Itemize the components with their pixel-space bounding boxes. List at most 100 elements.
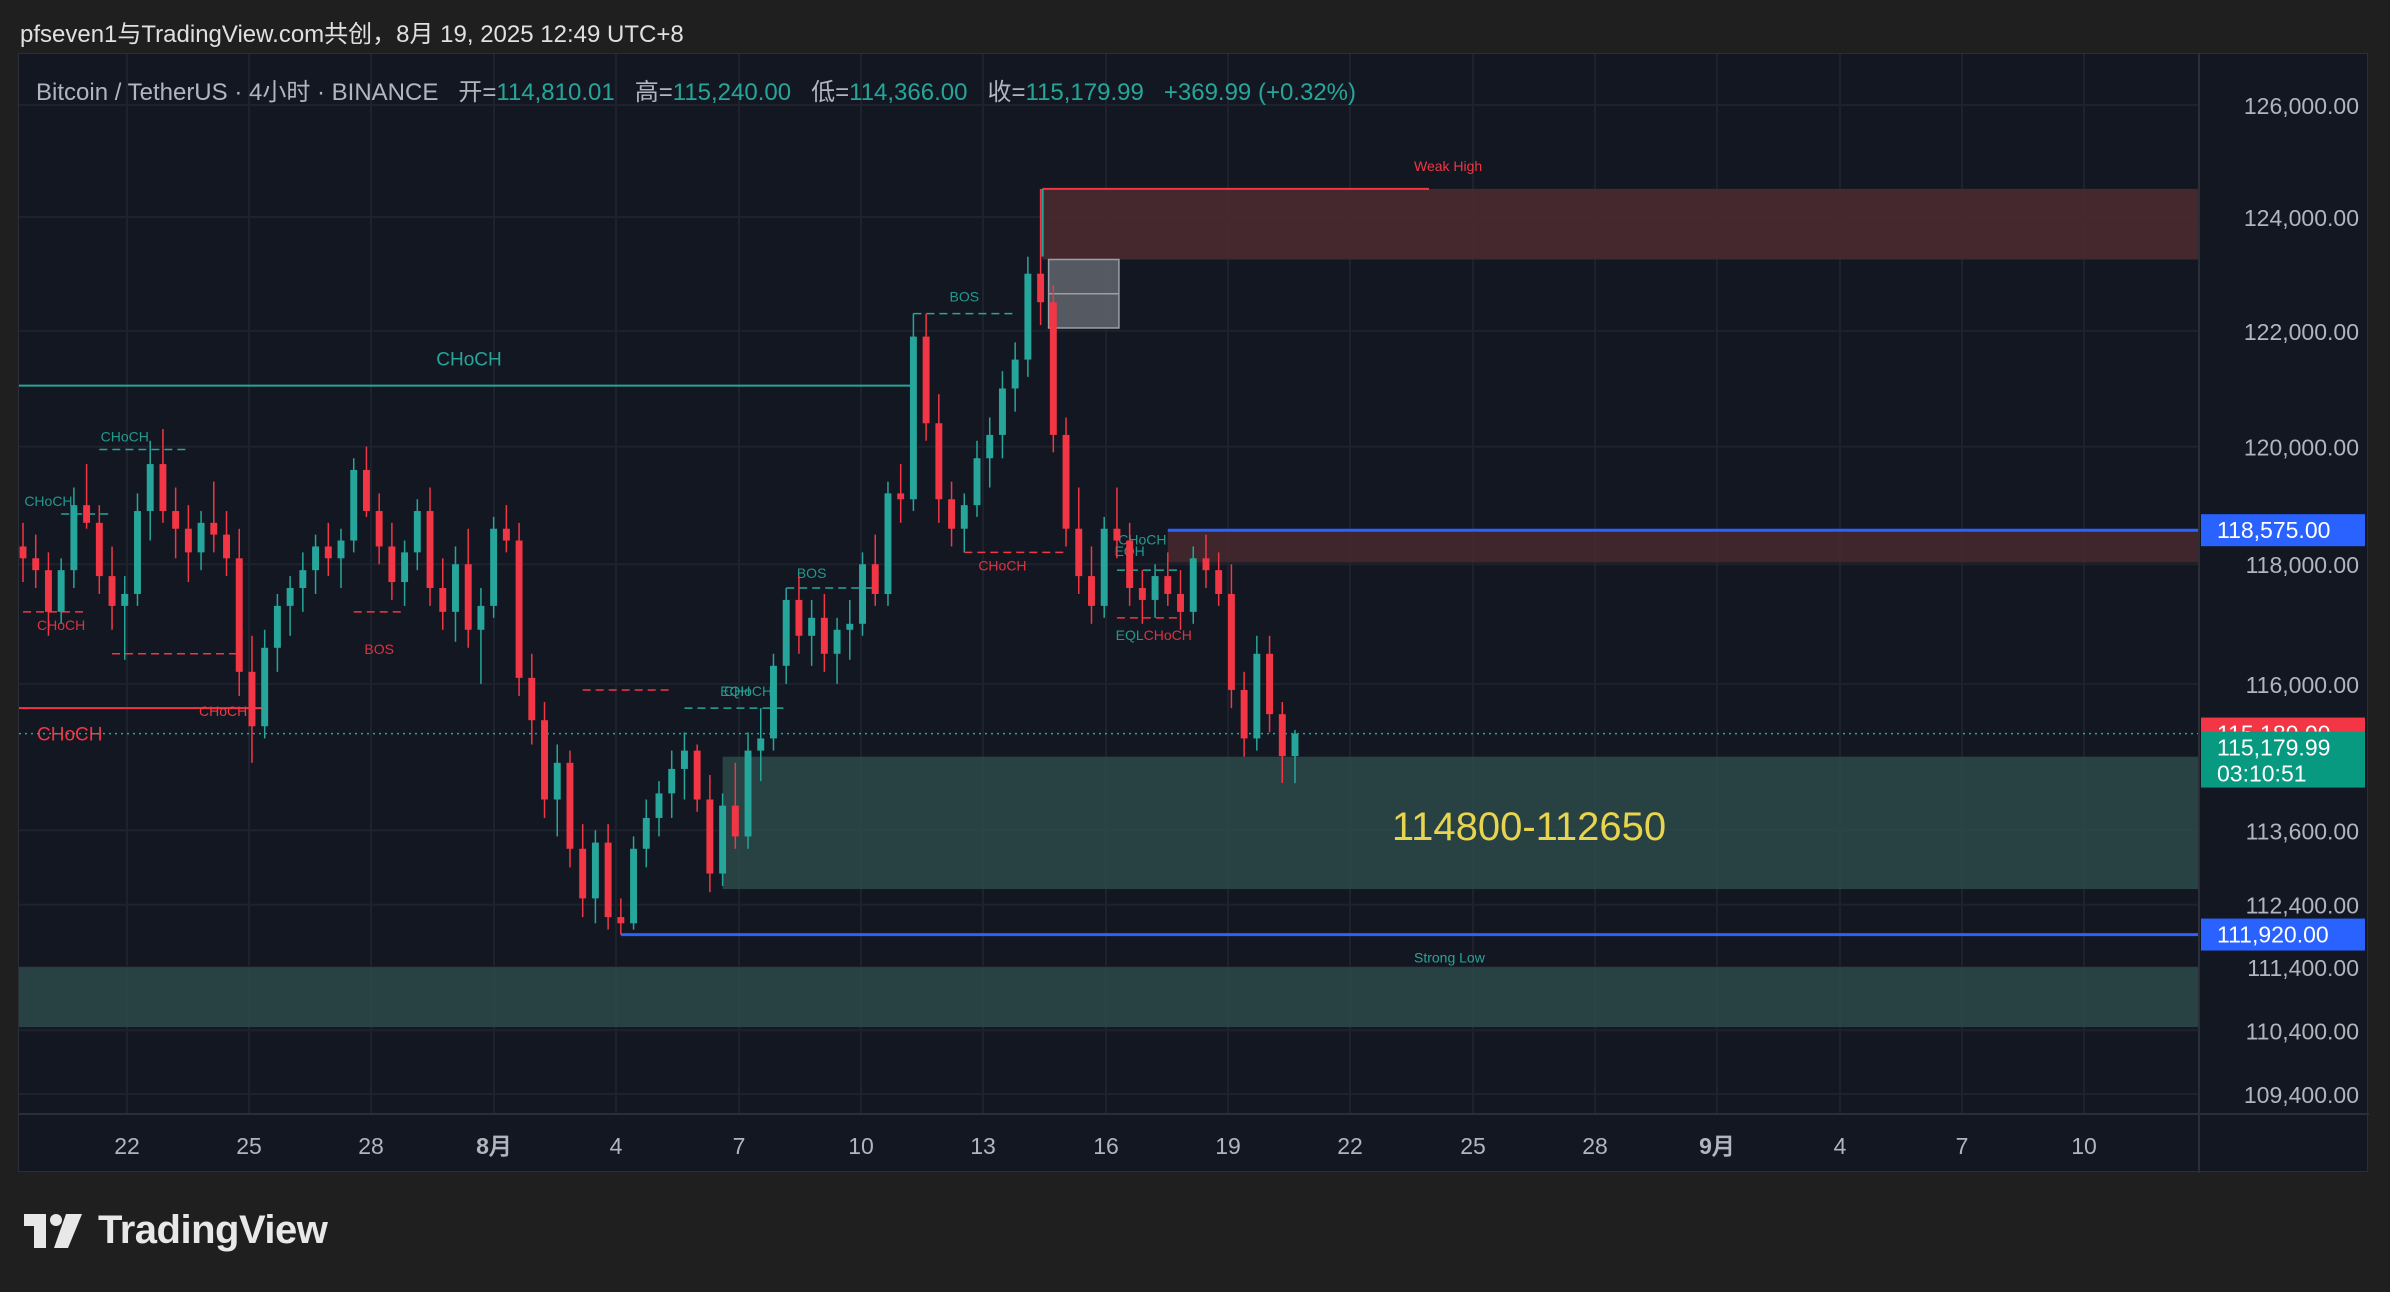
x-tick-label: 25 (1460, 1133, 1486, 1159)
candle-body (668, 768, 676, 794)
legend-low-label: 低= (811, 79, 850, 106)
chart-caption: pfseven1与TradingView.com共创，8月 19, 2025 1… (20, 21, 684, 48)
candle-body (44, 570, 52, 612)
candle-body (744, 750, 752, 837)
structure-label-eqh: EQH (720, 683, 750, 699)
candle-body (680, 750, 688, 769)
symbol-legend: Bitcoin / TetherUS · 4小时 · BINANCE 开=114… (36, 72, 1356, 107)
candle-body (452, 564, 459, 612)
candle-body (108, 576, 116, 606)
candle-body (1075, 528, 1083, 577)
candle-body (1227, 593, 1235, 690)
candle-body (1138, 588, 1146, 600)
candle-body (566, 762, 574, 849)
weak-high-label: Weak High (1414, 158, 1482, 174)
choch-supply-zone (1167, 530, 2199, 563)
candle-body (1240, 689, 1248, 739)
candle-body (464, 564, 472, 630)
candle-body (375, 511, 383, 547)
candle-body (579, 848, 587, 899)
x-tick-label: 19 (1215, 1133, 1241, 1159)
candle-body (248, 671, 256, 727)
candle-body (1100, 528, 1108, 606)
x-tick-label: 16 (1093, 1133, 1119, 1159)
price-label-countdown: 03:10:51 (2217, 761, 2307, 787)
candle-body (871, 564, 879, 594)
structure-label-eql: EQL (1116, 627, 1144, 643)
candle-body (350, 469, 358, 541)
candlestick-chart[interactable]: CHoCH CHoCH CHoCH Weak High Strong Low CHoCH C… (19, 54, 2369, 1173)
candle-body (731, 805, 739, 837)
structure-label-bos: BOS (949, 289, 979, 305)
candle-body (1024, 273, 1032, 360)
candle-body (490, 528, 498, 606)
candle-body (973, 458, 981, 506)
candle-body (528, 677, 536, 721)
candle-body (324, 546, 332, 559)
structure-label-choch: CHoCH (724, 683, 772, 699)
legend-high: 115,240.00 (672, 79, 792, 106)
candle-body (770, 665, 777, 739)
candle-body (617, 917, 625, 924)
structure-label-choch: CHoCH (978, 557, 1026, 573)
candle-body (121, 593, 129, 606)
candle-body (1062, 434, 1070, 529)
candle-body (184, 528, 192, 553)
candle-body (337, 540, 345, 559)
y-tick-label: 111,400.00 (2247, 955, 2359, 981)
candle-body (897, 493, 905, 500)
y-tick-label: 113,600.00 (2246, 818, 2359, 844)
y-tick-label: 116,000.00 (2246, 672, 2359, 698)
structure-label-choch: CHoCH (101, 428, 149, 444)
y-tick-label: 120,000.00 (2244, 435, 2359, 461)
candle-body (1011, 359, 1019, 389)
candle-body (693, 750, 701, 800)
candle-body (782, 599, 790, 666)
candle-body (1177, 593, 1184, 612)
candle-body (210, 522, 218, 535)
x-tick-label: 22 (1337, 1133, 1363, 1159)
y-tick-label: 110,400.00 (2246, 1018, 2359, 1044)
candle-body (159, 464, 167, 512)
x-tick-label: 9月 (1699, 1133, 1735, 1159)
candle-body (134, 511, 141, 594)
choch-label-green: CHoCH (436, 350, 501, 371)
candle-body (1253, 653, 1261, 739)
x-tick-label: 22 (114, 1133, 140, 1159)
candle-body (235, 558, 243, 672)
legend-open: 114,810.01 (496, 79, 615, 106)
candle-body (922, 336, 930, 424)
candle-body (502, 528, 510, 541)
demand-zone-zone (722, 756, 2199, 890)
y-tick-label: 118,000.00 (2246, 552, 2359, 578)
candle-body (884, 493, 892, 594)
structure-label-choch: CHoCH (24, 493, 72, 509)
price-label-value: 111,920.00 (2217, 922, 2329, 948)
candle-body (515, 540, 523, 678)
candle-body (477, 605, 485, 630)
choch-label-red-2: CHoCH (37, 724, 102, 745)
candle-body (757, 738, 765, 751)
x-tick-label: 13 (970, 1133, 996, 1159)
price-label-badge (2201, 918, 2365, 951)
structure-label-choch: CHoCH (1144, 627, 1192, 643)
price-label-value: 118,575.00 (2217, 517, 2330, 543)
candle-body (630, 848, 638, 924)
candle-body (1164, 576, 1172, 594)
candle-body (1126, 540, 1134, 589)
price-label-badge (2201, 514, 2365, 547)
candle-body (172, 511, 180, 529)
weak-high-supply-zone (1042, 188, 2199, 260)
legend-high-label: 高= (634, 79, 673, 106)
candle-body (70, 505, 78, 571)
structure-label-bos: BOS (797, 565, 827, 581)
chart-panel[interactable]: CHoCH CHoCH CHoCH Weak High Strong Low CHoCH C… (18, 53, 2369, 1173)
candle-body (286, 588, 294, 606)
x-tick-label: 8月 (476, 1133, 512, 1159)
y-tick-label: 112,400.00 (2246, 893, 2359, 919)
candle-body (19, 546, 27, 559)
legend-symbol: Bitcoin / TetherUS · 4小时 · BINANCE (36, 79, 439, 106)
candle-body (401, 552, 409, 583)
tradingview-brand[interactable]: TradingView (24, 1208, 328, 1253)
x-tick-label: 28 (1582, 1133, 1608, 1159)
